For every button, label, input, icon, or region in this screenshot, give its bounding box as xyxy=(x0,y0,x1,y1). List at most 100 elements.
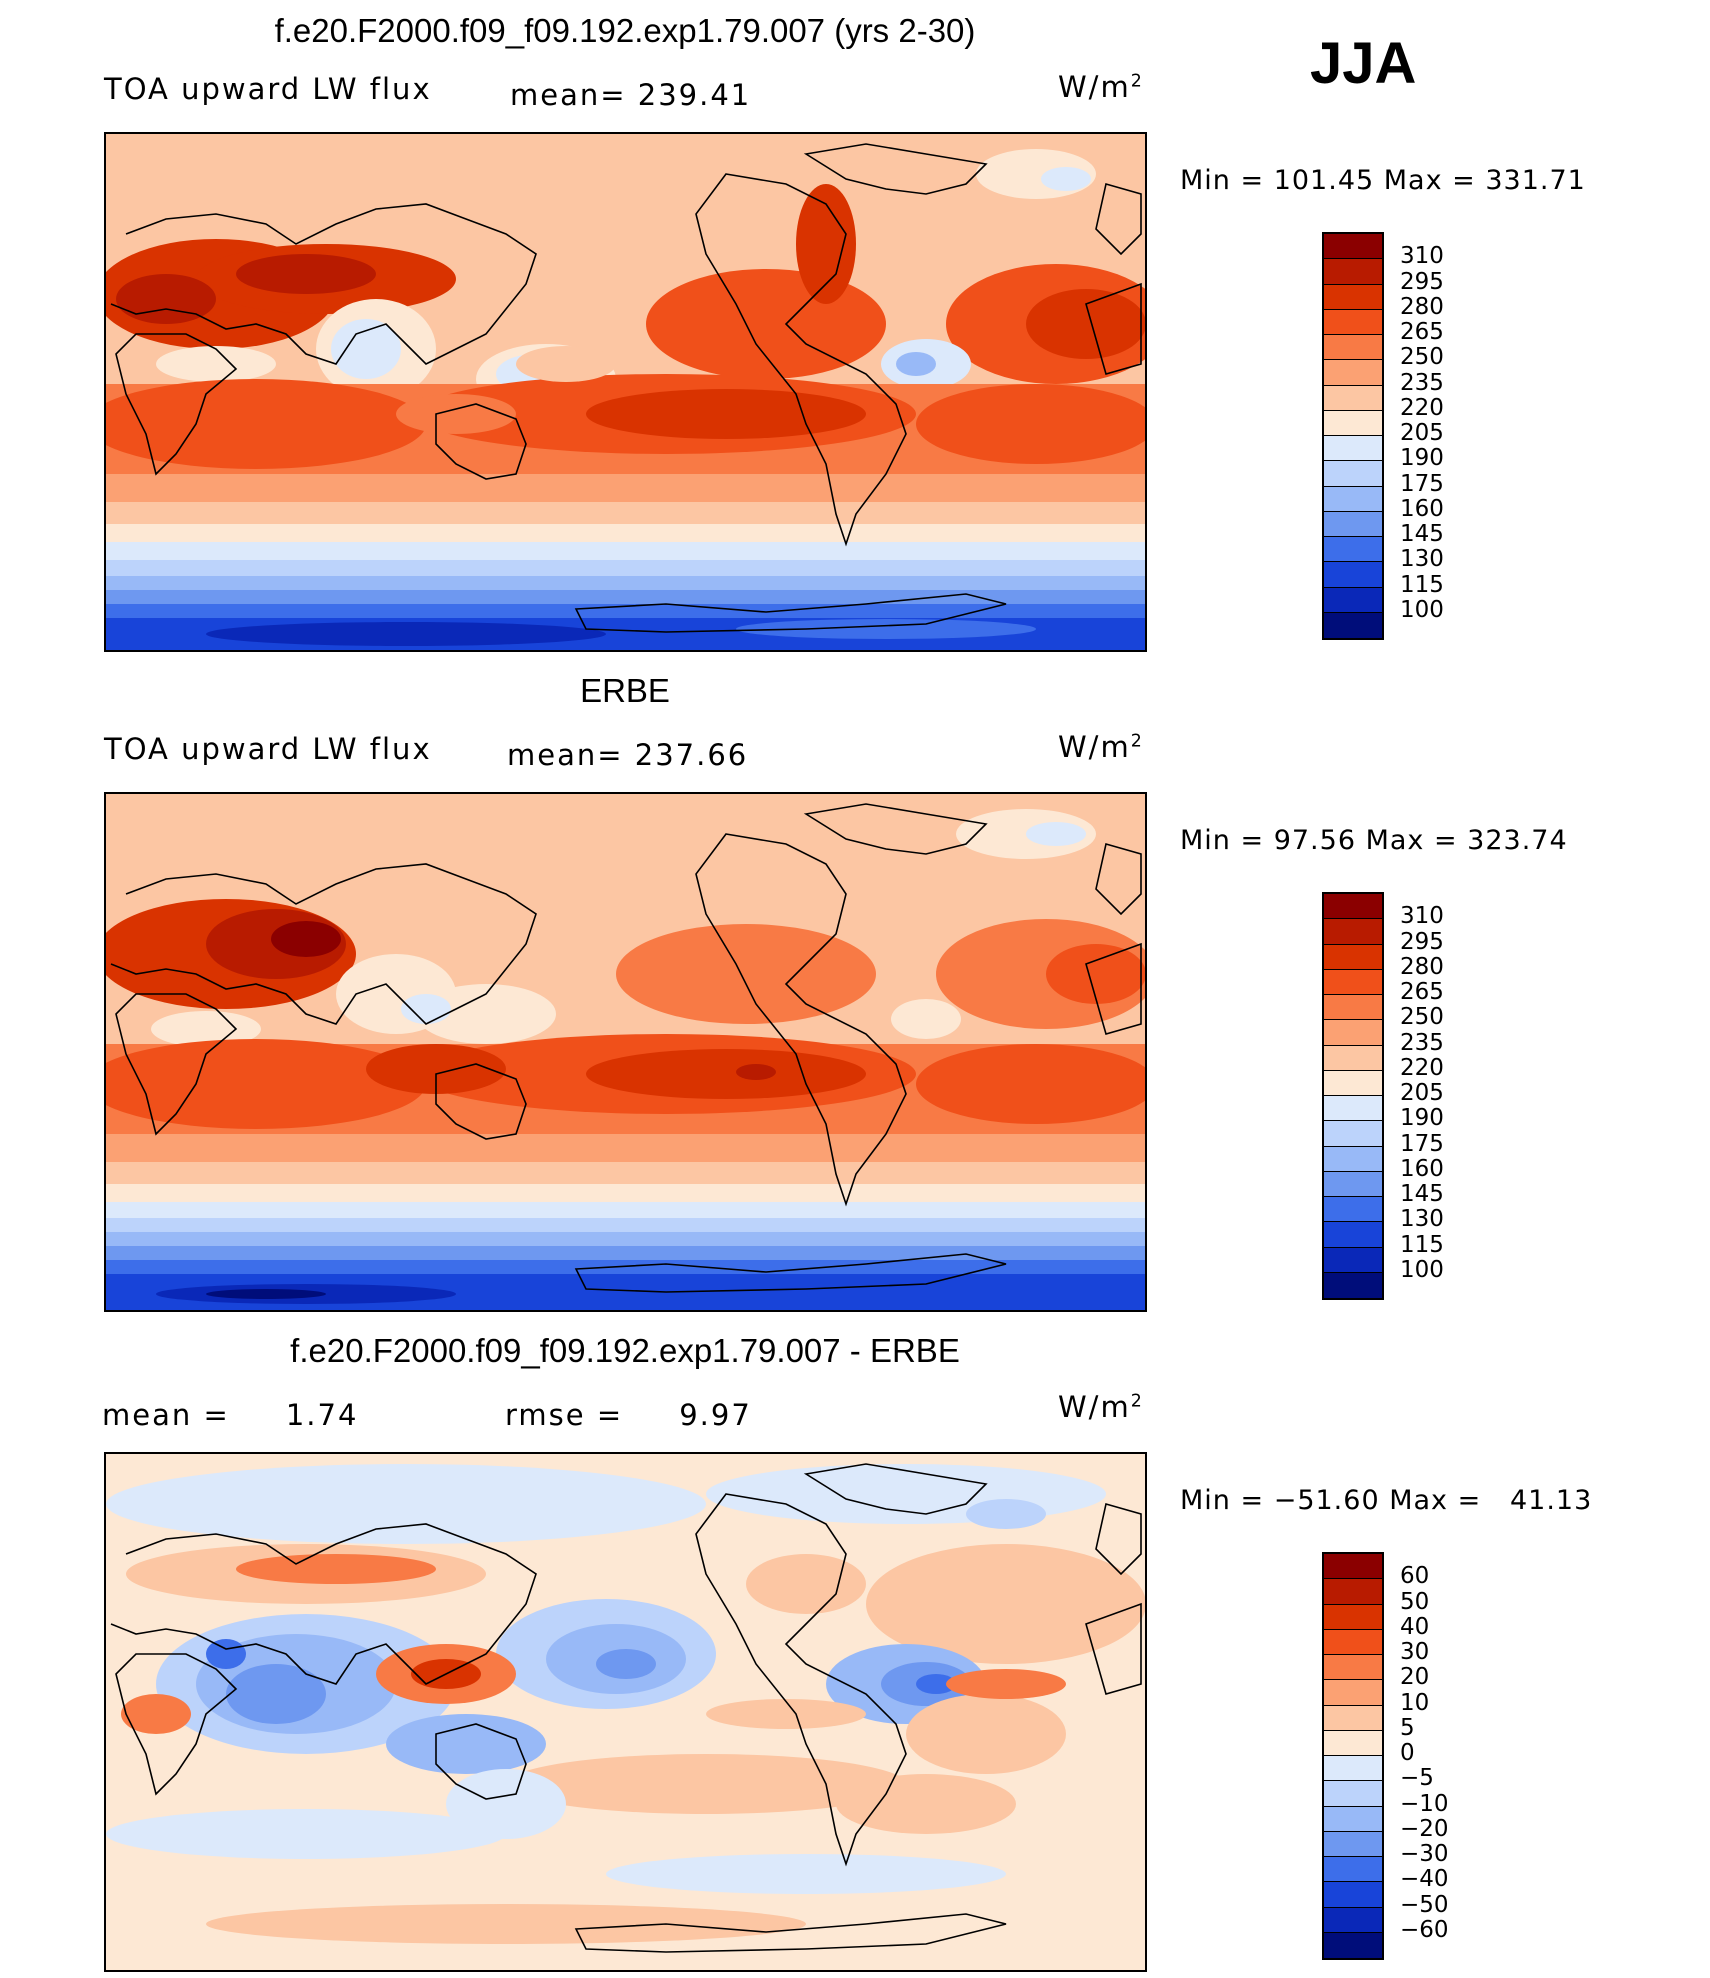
panel-2-min-max: Min = 97.56 Max = 323.74 xyxy=(1180,825,1568,856)
panel-2-units-label: W/m2 xyxy=(1058,730,1144,764)
panel-2-colorbar-labels: 310 295 280 265 250 235 220 205 190 175 160 145 130 1… xyxy=(1400,892,1520,1300)
colorbar-swatch xyxy=(1324,284,1382,310)
colorbar-tick-label: 175 xyxy=(1400,1130,1444,1157)
colorbar-swatch xyxy=(1324,612,1382,638)
panel-1-colorbar-labels: 310 295 280 265 250 235 220 205 190 175 160 145 130 1… xyxy=(1400,232,1520,640)
panel-2-map xyxy=(104,792,1147,1312)
panel-3-map xyxy=(104,1452,1147,1972)
colorbar-swatch xyxy=(1324,1629,1382,1655)
panel-2-mean-label: mean= 237.66 xyxy=(507,738,749,772)
colorbar-tick-label: −5 xyxy=(1400,1765,1434,1792)
colorbar-swatch xyxy=(1324,385,1382,411)
colorbar-swatch xyxy=(1324,461,1382,487)
colorbar-swatch xyxy=(1324,1197,1382,1223)
colorbar-swatch xyxy=(1324,1857,1382,1883)
colorbar-tick-label: 115 xyxy=(1400,1231,1444,1258)
colorbar-swatch xyxy=(1324,1045,1382,1071)
colorbar-swatch xyxy=(1324,587,1382,613)
colorbar-swatch xyxy=(1324,259,1382,285)
panel-3-colorbar xyxy=(1322,1552,1384,1960)
colorbar-swatch xyxy=(1324,1020,1382,1046)
colorbar-tick-label: 160 xyxy=(1400,495,1444,522)
colorbar-tick-label: 280 xyxy=(1400,953,1444,980)
colorbar-swatch xyxy=(1324,562,1382,588)
colorbar-swatch xyxy=(1324,1222,1382,1248)
colorbar-swatch xyxy=(1324,1781,1382,1807)
colorbar-swatch xyxy=(1324,1579,1382,1605)
colorbar-tick-label: 100 xyxy=(1400,1256,1444,1283)
colorbar-tick-label: 60 xyxy=(1400,1563,1430,1590)
colorbar-tick-label: −60 xyxy=(1400,1916,1449,1943)
colorbar-tick-label: 0 xyxy=(1400,1740,1415,1766)
colorbar-tick-label: 205 xyxy=(1400,420,1444,446)
panel-1-min-max: Min = 101.45 Max = 331.71 xyxy=(1180,165,1586,196)
colorbar-tick-label: −50 xyxy=(1400,1891,1449,1918)
colorbar-tick-label: 265 xyxy=(1400,319,1444,345)
colorbar-tick-label: 130 xyxy=(1400,546,1444,573)
panel-1-variable-label: TOA upward LW flux xyxy=(104,72,432,106)
colorbar-swatch xyxy=(1324,1096,1382,1122)
colorbar-tick-label: 250 xyxy=(1400,344,1444,371)
colorbar-tick-label: 295 xyxy=(1400,928,1444,955)
colorbar-swatch xyxy=(1324,919,1382,945)
panel-3-rmse-label: rmse = 9.97 xyxy=(505,1398,752,1432)
colorbar-swatch xyxy=(1324,234,1382,260)
colorbar-swatch xyxy=(1324,1171,1382,1197)
colorbar-swatch xyxy=(1324,944,1382,970)
panel-1-map xyxy=(104,132,1147,652)
colorbar-tick-label: 145 xyxy=(1400,1181,1444,1207)
panel-3-units-label: W/m2 xyxy=(1058,1390,1144,1424)
colorbar-tick-label: 295 xyxy=(1400,268,1444,295)
colorbar-tick-label: 115 xyxy=(1400,571,1444,598)
colorbar-swatch xyxy=(1324,1554,1382,1580)
colorbar-tick-label: 190 xyxy=(1400,1105,1444,1132)
panel-3-title: f.e20.F2000.f09_f09.192.exp1.79.007 - ER… xyxy=(290,1332,960,1369)
panel-3-min-max: Min = −51.60 Max = 41.13 xyxy=(1180,1485,1593,1516)
colorbar-swatch xyxy=(1324,309,1382,335)
colorbar-tick-label: 30 xyxy=(1400,1639,1430,1665)
panel-2-title: ERBE xyxy=(580,672,670,709)
colorbar-swatch xyxy=(1324,537,1382,563)
panel-2-variable-label: TOA upward LW flux xyxy=(104,732,432,766)
colorbar-swatch xyxy=(1324,1070,1382,1096)
colorbar-swatch xyxy=(1324,1831,1382,1857)
panel-1-mean-label: mean= 239.41 xyxy=(510,78,752,112)
colorbar-tick-label: 40 xyxy=(1400,1613,1430,1640)
panel-3-colorbar-labels: 60 50 40 30 20 10 5 0 −5 −10 −20 −30 −40 −50 −60 xyxy=(1400,1552,1520,1960)
colorbar-tick-label: 235 xyxy=(1400,1029,1444,1056)
colorbar-tick-label: 190 xyxy=(1400,445,1444,472)
colorbar-swatch xyxy=(1324,969,1382,995)
colorbar-swatch xyxy=(1324,894,1382,920)
colorbar-tick-label: 265 xyxy=(1400,979,1444,1005)
colorbar-tick-label: 235 xyxy=(1400,369,1444,396)
colorbar-swatch xyxy=(1324,1907,1382,1933)
colorbar-tick-label: 20 xyxy=(1400,1664,1430,1691)
colorbar-swatch xyxy=(1324,1932,1382,1958)
panel-2-colorbar xyxy=(1322,892,1384,1300)
panel-1-units-label: W/m2 xyxy=(1058,70,1144,104)
colorbar-tick-label: 220 xyxy=(1400,394,1444,421)
colorbar-tick-label: −20 xyxy=(1400,1815,1449,1842)
colorbar-swatch xyxy=(1324,486,1382,512)
colorbar-swatch xyxy=(1324,1730,1382,1756)
colorbar-tick-label: 130 xyxy=(1400,1206,1444,1233)
colorbar-tick-label: 100 xyxy=(1400,596,1444,623)
panel-1-colorbar xyxy=(1322,232,1384,640)
colorbar-tick-label: 160 xyxy=(1400,1155,1444,1182)
colorbar-tick-label: 250 xyxy=(1400,1004,1444,1031)
colorbar-swatch xyxy=(1324,335,1382,361)
colorbar-swatch xyxy=(1324,360,1382,386)
colorbar-swatch xyxy=(1324,1806,1382,1832)
colorbar-tick-label: 280 xyxy=(1400,293,1444,320)
colorbar-tick-label: −10 xyxy=(1400,1790,1449,1817)
colorbar-swatch xyxy=(1324,1655,1382,1681)
panel-3-mean-label: mean = 1.74 xyxy=(102,1398,359,1432)
colorbar-swatch xyxy=(1324,410,1382,436)
colorbar-swatch xyxy=(1324,1146,1382,1172)
colorbar-tick-label: 145 xyxy=(1400,521,1444,547)
colorbar-swatch xyxy=(1324,1680,1382,1706)
colorbar-tick-label: 205 xyxy=(1400,1080,1444,1106)
panel-1-title: f.e20.F2000.f09_f09.192.exp1.79.007 (yrs… xyxy=(274,12,976,49)
colorbar-tick-label: 310 xyxy=(1400,903,1444,930)
colorbar-tick-label: 310 xyxy=(1400,243,1444,270)
